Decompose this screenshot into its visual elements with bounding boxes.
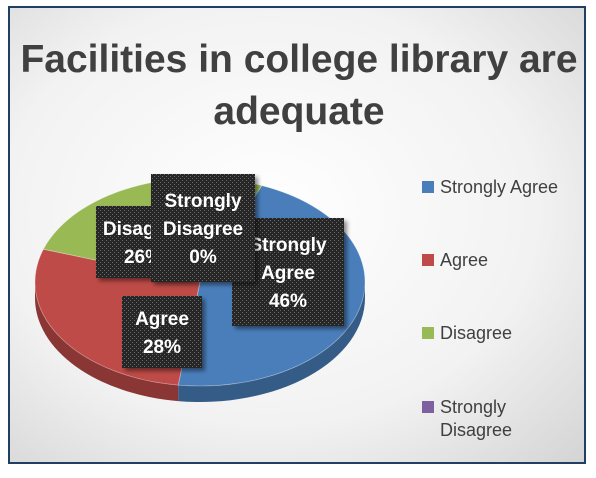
data-label-agree: Agree 28% (122, 296, 202, 368)
legend-swatch-strongly-disagree (422, 401, 434, 413)
legend-label-agree: Agree (440, 250, 489, 270)
data-label-name-strongly-agree: Agree (261, 263, 315, 284)
data-label-box-strongly-disagree (151, 174, 255, 282)
chart-title: Facilities in college library are adequa… (20, 38, 578, 133)
legend-swatch-strongly-agree (422, 181, 434, 193)
legend-label-disagree: Disagree (440, 323, 513, 343)
data-label-value-agree: 28% (143, 337, 181, 358)
chart-area: Facilities in college library are adequa… (8, 6, 586, 464)
pie-plot: StronglyAgree46%Disagree26%Agree28%Stron… (34, 174, 366, 403)
legend-label-strongly-disagree: Strongly Disagree (440, 397, 513, 440)
pie-side-agree (35, 282, 179, 402)
data-label-value-strongly-disagree: 0% (189, 247, 217, 268)
pie-side-strongly-agree (178, 282, 365, 403)
data-label-box-agree (122, 296, 202, 368)
legend-label-strongly-agree: Strongly Agree (440, 177, 559, 197)
data-label-name-agree: Agree (135, 309, 189, 330)
data-label-value-strongly-agree: 46% (269, 291, 307, 312)
legend-swatch-disagree (422, 327, 434, 339)
data-label-name-strongly-disagree: Strongly (164, 191, 241, 212)
data-label-strongly-disagree: Strongly Disagree 0% (151, 174, 255, 282)
legend-swatch-agree (422, 254, 434, 266)
data-label-name-strongly-agree: Strongly (249, 235, 326, 256)
data-label-name-strongly-disagree: Disagree (163, 219, 243, 240)
